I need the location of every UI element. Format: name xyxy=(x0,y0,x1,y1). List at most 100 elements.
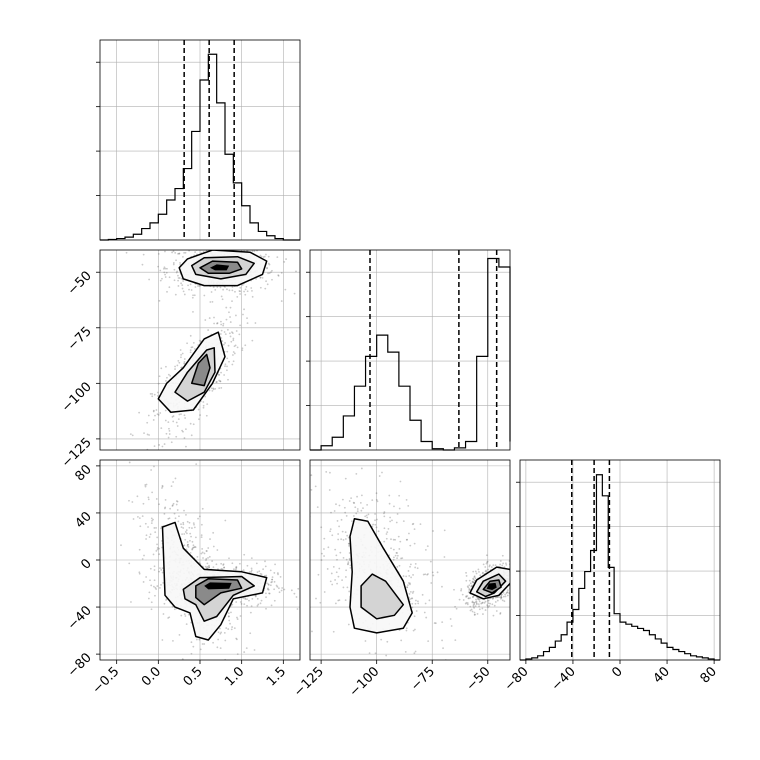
scatter-point xyxy=(172,502,175,505)
scatter-point xyxy=(148,434,150,436)
scatter-point xyxy=(223,374,226,376)
scatter-point xyxy=(158,444,161,446)
scatter-point xyxy=(337,599,340,602)
scatter-point xyxy=(142,581,145,583)
scatter-point xyxy=(238,333,241,336)
scatter-point xyxy=(344,576,347,578)
scatter-point xyxy=(472,577,475,580)
scatter-point xyxy=(260,573,263,576)
scatter-point xyxy=(232,351,235,353)
scatter-point xyxy=(143,554,145,557)
scatter-point xyxy=(150,608,153,611)
scatter-point xyxy=(204,565,207,568)
scatter-point xyxy=(348,544,350,547)
scatter-point xyxy=(193,546,196,548)
scatter-point xyxy=(500,596,503,599)
scatter-point xyxy=(472,578,475,581)
scatter-point xyxy=(219,632,222,635)
scatter-point xyxy=(130,601,132,603)
scatter-point xyxy=(250,570,253,573)
scatter-point xyxy=(364,640,367,642)
scatter-point xyxy=(356,508,359,510)
scatter-point xyxy=(230,628,233,631)
scatter-point xyxy=(137,516,139,518)
scatter-point xyxy=(231,562,234,565)
scatter-point xyxy=(254,322,257,324)
scatter-point xyxy=(183,251,185,254)
scatter-point xyxy=(224,519,227,522)
scatter-point xyxy=(344,599,347,602)
scatter-point xyxy=(460,588,463,590)
scatter-point xyxy=(228,311,230,314)
scatter-point xyxy=(180,282,182,285)
scatter-point xyxy=(265,253,267,256)
scatter-point xyxy=(474,613,476,616)
scatter-point xyxy=(229,316,231,318)
y-tick-label: 0 xyxy=(78,556,94,572)
scatter-point xyxy=(512,587,514,589)
scatter-point xyxy=(271,578,274,581)
scatter-point xyxy=(383,511,386,513)
scatter-point xyxy=(352,501,355,504)
scatter-point xyxy=(171,251,173,254)
scatter-point xyxy=(337,575,340,578)
scatter-point xyxy=(414,562,417,565)
scatter-point xyxy=(193,546,195,549)
scatter-point xyxy=(174,477,177,480)
hist-panel-2 xyxy=(516,459,721,661)
scatter-point xyxy=(208,555,211,558)
scatter-point xyxy=(374,523,377,526)
scatter-point xyxy=(227,628,230,630)
scatter-point xyxy=(511,574,513,576)
scatter-point xyxy=(335,554,338,557)
scatter-point xyxy=(264,560,266,563)
scatter-point xyxy=(259,286,262,289)
scatter-point xyxy=(523,574,525,576)
scatter-point xyxy=(209,247,211,249)
scatter-point xyxy=(164,419,167,422)
scatter-point xyxy=(215,247,217,249)
scatter-point xyxy=(453,588,455,591)
scatter-point xyxy=(304,502,306,504)
scatter-point xyxy=(158,547,160,550)
scatter-point xyxy=(481,602,484,604)
scatter-point xyxy=(162,613,165,615)
scatter-point xyxy=(414,628,416,631)
scatter-point xyxy=(476,613,479,615)
scatter-point xyxy=(315,597,317,600)
scatter-point xyxy=(235,567,237,569)
scatter-point xyxy=(398,564,401,567)
scatter-point xyxy=(371,499,374,501)
scatter-point xyxy=(412,629,415,632)
scatter-point xyxy=(348,552,351,554)
scatter-point xyxy=(263,247,265,249)
scatter-point xyxy=(177,248,179,250)
scatter-point xyxy=(512,583,514,585)
scatter-point xyxy=(159,269,162,272)
scatter-point xyxy=(267,272,269,275)
scatter-point xyxy=(354,506,357,509)
scatter-point xyxy=(402,575,405,577)
scatter-point xyxy=(472,604,475,607)
scatter-point xyxy=(201,507,204,510)
scatter-point xyxy=(275,240,277,242)
scatter-point xyxy=(216,322,219,324)
scatter-point xyxy=(419,523,422,526)
scatter-point xyxy=(174,293,177,296)
scatter-point xyxy=(473,613,476,616)
scatter-point xyxy=(198,515,201,518)
scatter-point xyxy=(222,324,225,327)
scatter-point xyxy=(168,616,171,619)
scatter-point xyxy=(330,511,332,514)
scatter-point xyxy=(271,278,273,281)
scatter-point xyxy=(154,586,157,589)
scatter-point xyxy=(225,627,228,629)
scatter-point xyxy=(228,332,231,335)
scatter-point xyxy=(399,540,402,543)
scatter-point xyxy=(208,566,210,569)
scatter-point xyxy=(385,654,388,657)
scatter-point xyxy=(499,560,502,562)
scatter-point xyxy=(206,403,209,406)
scatter-point xyxy=(200,536,203,538)
scatter-point xyxy=(432,574,435,577)
